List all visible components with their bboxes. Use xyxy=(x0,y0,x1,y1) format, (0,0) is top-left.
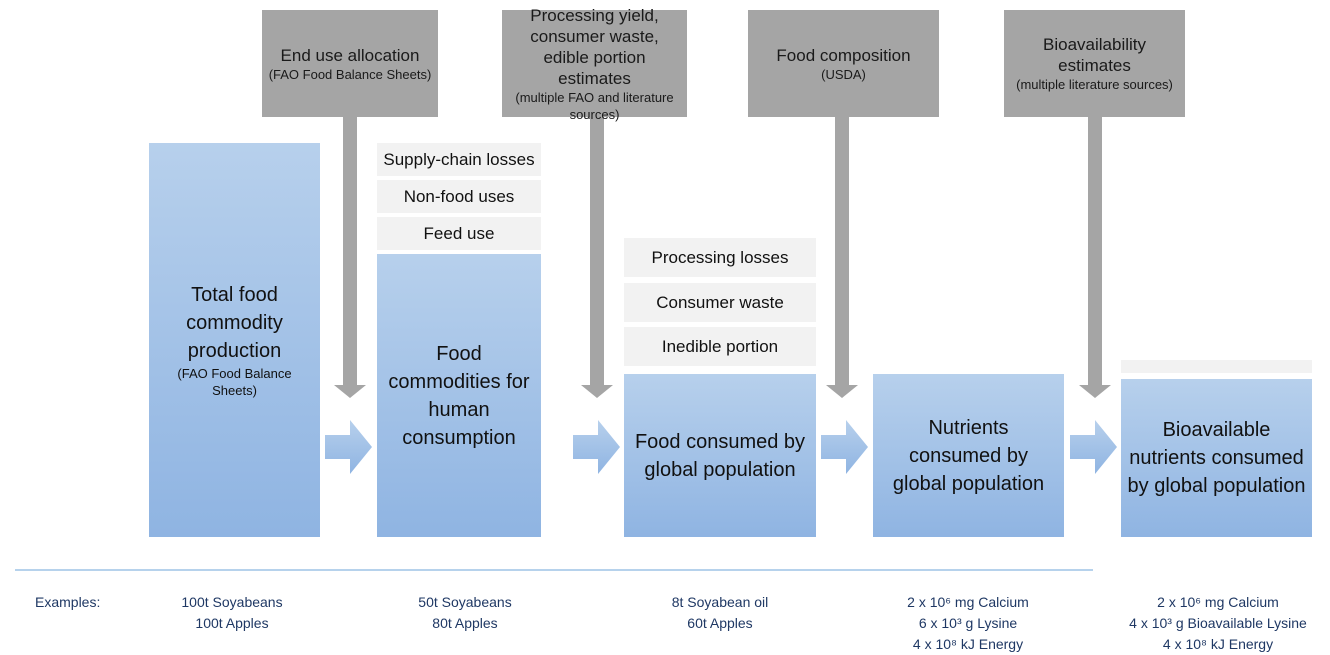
example-line: 4 x 10³ g Bioavailable Lysine xyxy=(1129,615,1307,631)
examples-label: Examples: xyxy=(35,594,101,610)
source-subtitle: (multiple literature sources) xyxy=(1016,77,1173,92)
stage-box: Bioavailable nutrients consumed by globa… xyxy=(1121,379,1312,537)
stage-label: Total food commodity production xyxy=(186,284,283,362)
example-line: 80t Apples xyxy=(432,615,498,631)
source-box: End use allocation (FAO Food Balance Shee… xyxy=(262,10,438,117)
loss-box: Feed use xyxy=(377,217,541,250)
stage-label: Nutrients consumed by global population xyxy=(892,416,1045,495)
stage-label: Bioavailable nutrients consumed by globa… xyxy=(1127,419,1306,497)
example-line: 6 x 10³ g Lysine xyxy=(918,615,1018,631)
example-line: 2 x 10⁶ mg Calcium xyxy=(1157,594,1279,610)
source-box: Processing yield, consumer waste, edible… xyxy=(502,6,687,122)
flow-arrows xyxy=(325,420,1117,474)
stage-box: Total food commodity production (FAO Food… xyxy=(149,143,320,537)
example-line: 2 x 10⁶ mg Calcium xyxy=(907,594,1029,610)
example: 8t Soyabean oil 60t Apples xyxy=(610,592,830,634)
stage-note: (FAO Food Balance Sheets) xyxy=(177,366,292,398)
source-subtitle: (multiple FAO and literature sources) xyxy=(515,89,674,122)
loss-box: Supply-chain losses xyxy=(377,143,541,176)
example-line: 4 x 10⁸ kJ Energy xyxy=(1162,636,1274,652)
stage-label: Food commodities for human consumption xyxy=(388,342,530,449)
example-line: 4 x 10⁸ kJ Energy xyxy=(912,636,1024,652)
empty-loss-box xyxy=(1121,360,1312,373)
source-subtitle: (USDA) xyxy=(821,66,866,82)
example-line: 100t Soyabeans xyxy=(181,594,283,610)
example: 2 x 10⁶ mg Calcium 6 x 10³ g Lysine 4 x 10… xyxy=(858,592,1078,655)
source-title: Food composition xyxy=(776,45,911,65)
example: 100t Soyabeans 100t Apples xyxy=(122,592,342,634)
example: 50t Soyabeans 80t Apples xyxy=(355,592,575,634)
example-line: 60t Apples xyxy=(687,615,753,631)
source-box: Food composition (USDA) xyxy=(748,10,939,117)
down-arrows xyxy=(334,117,1111,398)
source-subtitle: (FAO Food Balance Sheets) xyxy=(268,66,432,82)
example-line: 50t Soyabeans xyxy=(418,594,512,610)
loss-box: Consumer waste xyxy=(624,283,816,322)
loss-box: Non-food uses xyxy=(377,180,541,213)
source-title: Processing yield, consumer waste, edible… xyxy=(530,5,659,88)
source-title: End use allocation xyxy=(280,45,420,65)
example: 2 x 10⁶ mg Calcium 4 x 10³ g Bioavailable… xyxy=(1108,592,1328,655)
example-line: 100t Apples xyxy=(195,615,269,631)
source-box: Bioavailability estimates (multiple liter… xyxy=(1004,10,1185,117)
stage-box: Nutrients consumed by global population xyxy=(873,374,1064,537)
stage-box: Food commodities for human consumption xyxy=(377,254,541,537)
example-line: 8t Soyabean oil xyxy=(671,594,769,610)
stage-label: Food consumed by global population xyxy=(634,430,806,481)
loss-box: Processing losses xyxy=(624,238,816,277)
loss-box: Inedible portion xyxy=(624,327,816,366)
stage-box: Food consumed by global population xyxy=(624,374,816,537)
source-title: Bioavailability estimates xyxy=(1043,35,1146,75)
